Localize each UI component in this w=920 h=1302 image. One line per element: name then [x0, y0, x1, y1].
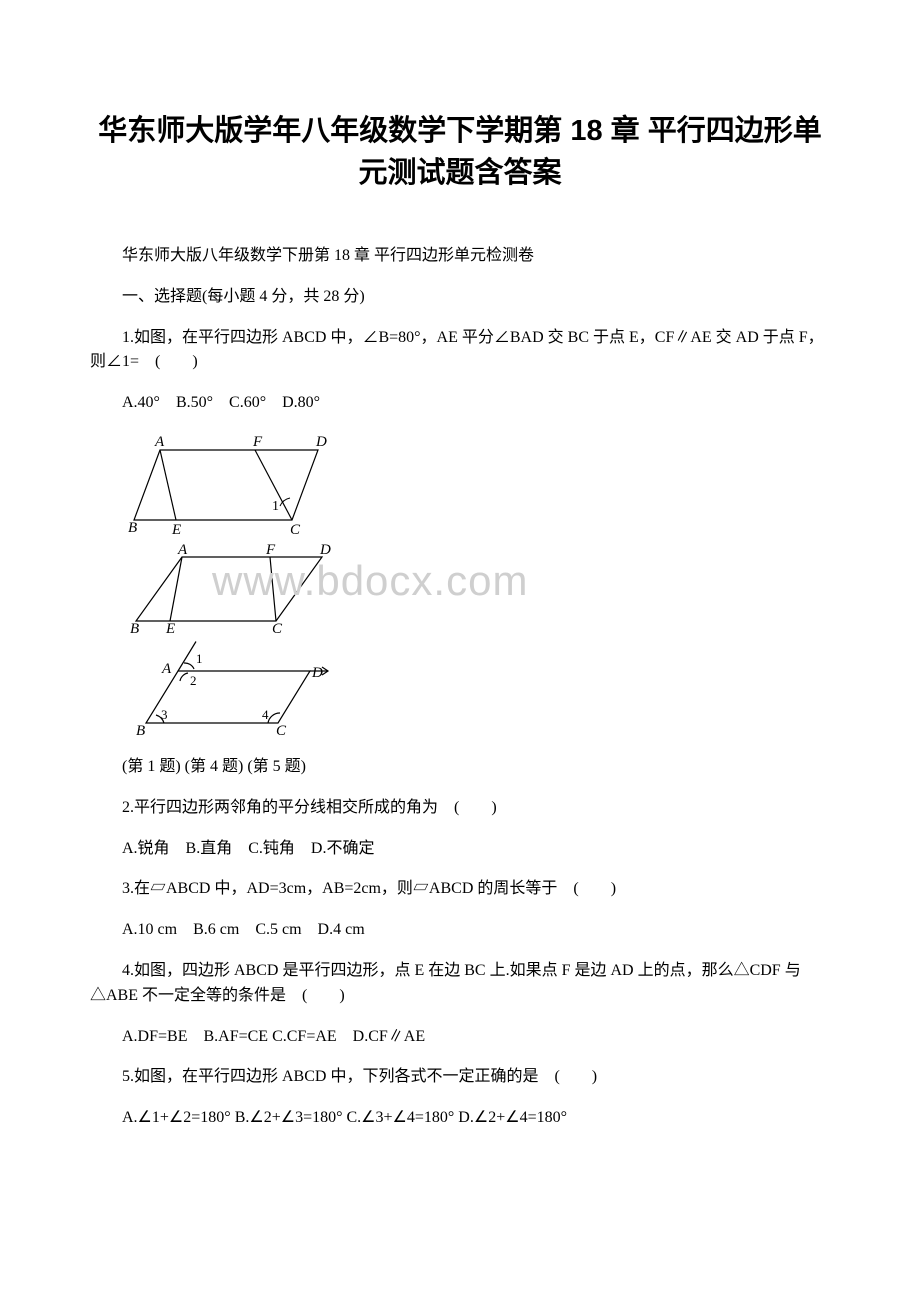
- figure-group: A F D B E C 1 www.bdocx.com A F: [122, 432, 830, 741]
- fig1-label-C: C: [290, 522, 301, 537]
- fig2-label-A: A: [177, 543, 188, 558]
- fig1-label-E: E: [171, 522, 181, 537]
- fig1-label-F: F: [252, 434, 263, 450]
- fig2-label-E: E: [165, 621, 175, 635]
- fig3-angle-1: 1: [196, 651, 203, 666]
- fig3-angle-2: 2: [190, 673, 197, 688]
- fig3-angle-3: 3: [161, 707, 168, 722]
- q1-stem: 1.如图，在平行四边形 ABCD 中，∠B=80°，AE 平分∠BAD 交 BC…: [90, 326, 830, 376]
- fig2-label-F: F: [265, 543, 276, 558]
- q1-options: A.40° B.50° C.60° D.80°: [90, 391, 830, 416]
- fig1-label-A: A: [154, 434, 165, 450]
- intro-line-1: 华东师大版八年级数学下册第 18 章 平行四边形单元检测卷: [90, 244, 830, 269]
- fig3-label-A: A: [161, 661, 172, 677]
- figure-q5: A D B C 1 2 3 4: [122, 641, 352, 741]
- section-heading: 一、选择题(每小题 4 分，共 28 分): [90, 285, 830, 310]
- figure-q1: A F D B E C 1: [122, 432, 352, 537]
- q3-options: A.10 cm B.6 cm C.5 cm D.4 cm: [90, 918, 830, 943]
- q5-stem: 5.如图，在平行四边形 ABCD 中，下列各式不一定正确的是 ( ): [90, 1065, 830, 1090]
- fig3-label-C: C: [276, 723, 287, 739]
- fig2-label-D: D: [319, 543, 331, 558]
- fig3-angle-4: 4: [262, 707, 269, 722]
- figure-q4: A F D B E C: [122, 543, 352, 635]
- fig3-label-B: B: [136, 723, 145, 739]
- fig1-angle-1: 1: [272, 499, 279, 514]
- fig1-label-D: D: [315, 434, 327, 450]
- q5-options: A.∠1+∠2=180° B.∠2+∠3=180° C.∠3+∠4=180° D…: [90, 1106, 830, 1131]
- figure-caption: (第 1 题) (第 4 题) (第 5 题): [90, 755, 830, 780]
- q3-stem: 3.在▱ABCD 中，AD=3cm，AB=2cm，则▱ABCD 的周长等于 ( …: [90, 877, 830, 902]
- fig3-label-D: D: [311, 665, 323, 681]
- page-title: 华东师大版学年八年级数学下学期第 18 章 平行四边形单元测试题含答案: [90, 110, 830, 194]
- q4-options: A.DF=BE B.AF=CE C.CF=AE D.CF∥AE: [90, 1025, 830, 1050]
- fig2-label-B: B: [130, 621, 139, 635]
- fig2-label-C: C: [272, 621, 283, 635]
- q4-stem: 4.如图，四边形 ABCD 是平行四边形，点 E 在边 BC 上.如果点 F 是…: [90, 959, 830, 1009]
- q2-options: A.锐角 B.直角 C.钝角 D.不确定: [90, 837, 830, 862]
- q2-stem: 2.平行四边形两邻角的平分线相交所成的角为 ( ): [90, 796, 830, 821]
- document-page: 华东师大版学年八年级数学下学期第 18 章 平行四边形单元测试题含答案 华东师大…: [0, 0, 920, 1207]
- fig1-label-B: B: [128, 520, 137, 536]
